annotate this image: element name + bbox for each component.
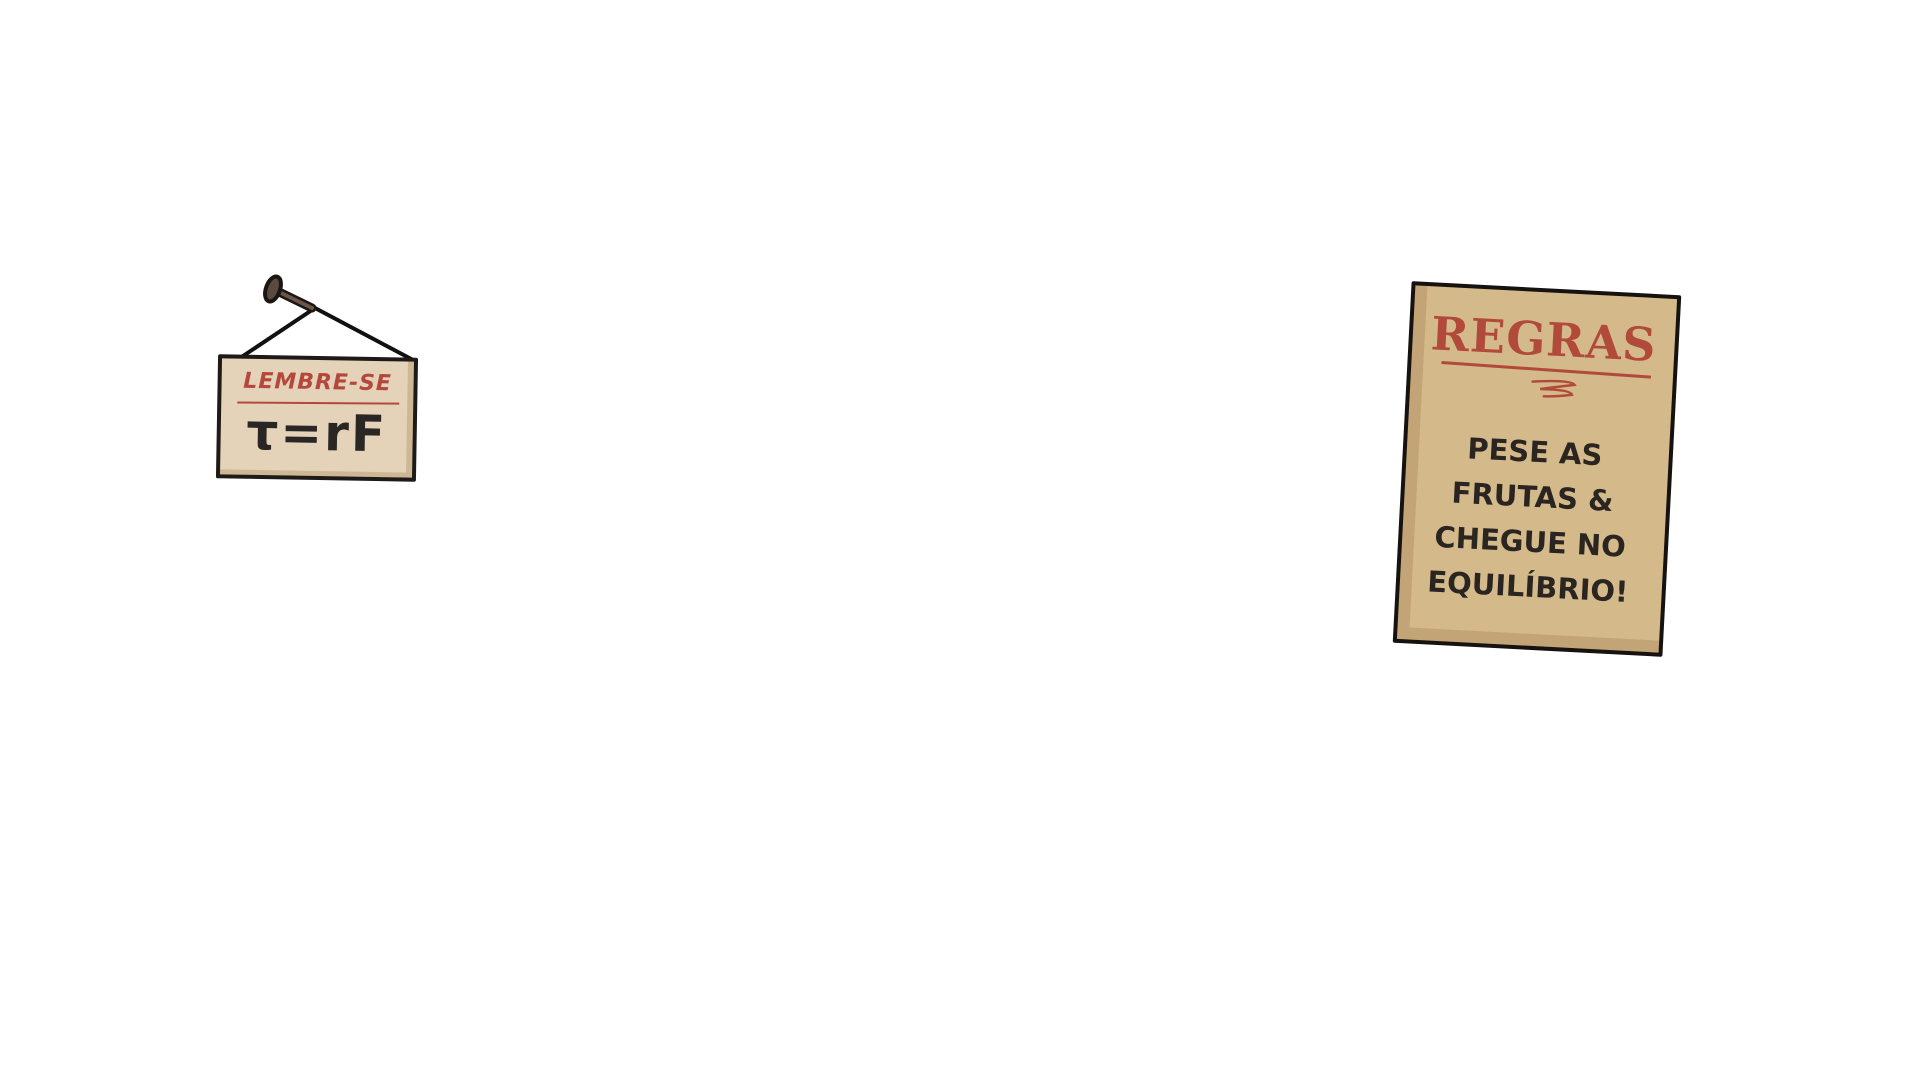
nail-icon (263, 274, 317, 313)
reminder-title: LEMBRE-SE (243, 368, 393, 397)
hanging-string (238, 306, 417, 363)
reminder-sign: LEMBRE-SE τ=rF (205, 268, 435, 498)
torque-formula: τ=rF (245, 402, 388, 464)
squiggle-decoration (1531, 379, 1577, 398)
reminder-board: LEMBRE-SE τ=rF (215, 354, 419, 482)
rules-text: PESE AS FRUTAS & CHEGUE NO EQUILÍBRIO! (1413, 424, 1650, 616)
rules-poster: REGRAS PESE AS FRUTAS & CHEGUE NO EQUILÍ… (1392, 281, 1682, 657)
